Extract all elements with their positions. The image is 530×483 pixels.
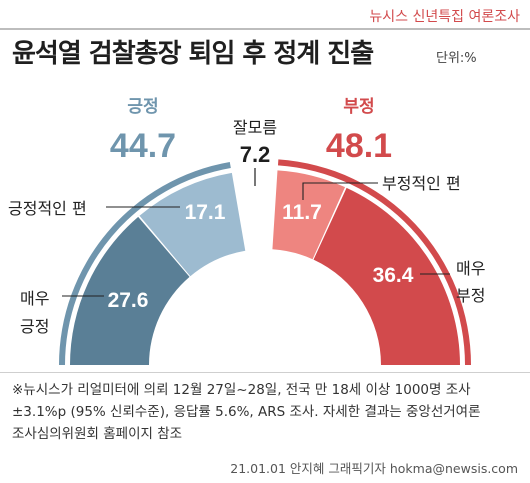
top-rule — [0, 28, 530, 30]
group-label: 긍정 — [127, 97, 158, 117]
segment-category-label: 부정 — [456, 286, 485, 305]
category-leader-line — [302, 182, 378, 200]
segment-very-positive — [70, 216, 190, 365]
segment-category-label: 부정적인 편 — [382, 174, 461, 193]
segment-value-label: 27.6 — [108, 289, 149, 312]
group-value: 44.7 — [110, 127, 176, 165]
segment-unknown — [233, 170, 276, 251]
segment-category-label: 긍정적인 편 — [8, 199, 87, 218]
group-value: 7.2 — [240, 142, 271, 167]
positive-group-ring — [59, 162, 231, 365]
credit-line: 21.01.01 안지혜 그래픽기자 hokma@newsis.com — [230, 461, 518, 476]
group-label: 잘모름 — [233, 118, 277, 137]
group-label: 부정 — [343, 97, 374, 117]
segment-category-label: 매우 — [20, 289, 49, 308]
footer-rule — [0, 372, 530, 373]
survey-note-line: ±3.1%p (95% 신뢰수준), 응답률 5.6%, ARS 조사. 자세한… — [12, 404, 481, 420]
segment-category-label: 긍정 — [20, 317, 49, 336]
segment-value-label: 17.1 — [185, 201, 226, 224]
source-tag: 뉴시스 신년특집 여론조사 — [369, 9, 520, 25]
group-value: 48.1 — [326, 127, 392, 165]
survey-note-line: 조사심의위원회 홈페이지 참조 — [12, 426, 183, 442]
survey-note-line: ※뉴시스가 리얼미터에 의뢰 12월 27일~28일, 전국 만 18세 이상 … — [12, 382, 471, 398]
segment-somewhat-positive — [139, 172, 246, 277]
segment-value-label: 11.7 — [282, 201, 322, 224]
survey-note: ※뉴시스가 리얼미터에 의뢰 12월 27일~28일, 전국 만 18세 이상 … — [12, 379, 522, 445]
segment-somewhat-negative — [272, 170, 346, 260]
segment-very-negative — [313, 187, 460, 365]
chart-title: 윤석열 검찰총장 퇴임 후 정계 진출 — [12, 39, 374, 69]
segment-category-label: 매우 — [456, 259, 485, 278]
unit-label: 단위:% — [436, 51, 477, 66]
segment-value-label: 36.4 — [373, 264, 414, 287]
